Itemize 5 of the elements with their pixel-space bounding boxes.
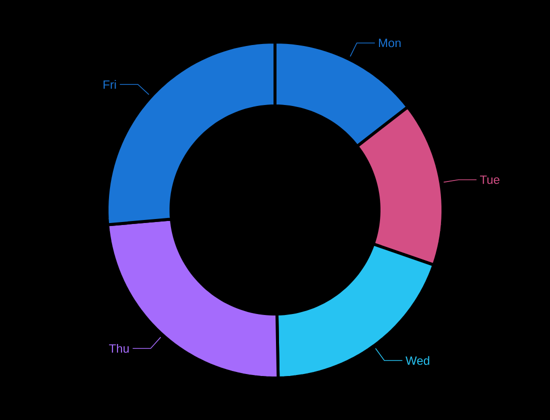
slice-label: Mon [379,38,401,48]
slice-label: Thu [109,344,129,353]
slice-label: Fri [104,80,116,89]
slice-label: Wed [406,356,430,365]
slice-label: Tue [480,176,500,184]
